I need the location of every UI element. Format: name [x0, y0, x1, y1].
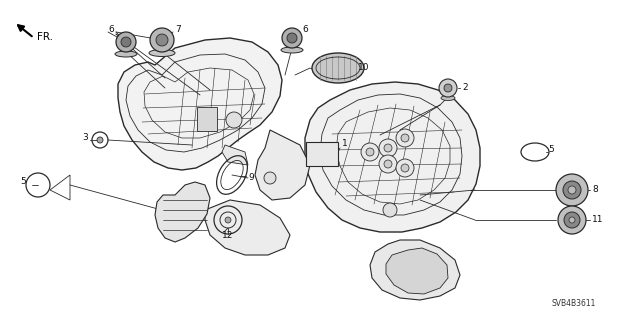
Circle shape: [361, 143, 379, 161]
Circle shape: [226, 112, 242, 128]
Text: 2: 2: [462, 84, 468, 93]
Text: 12: 12: [222, 231, 234, 240]
Ellipse shape: [115, 51, 137, 57]
Text: 1: 1: [342, 138, 348, 147]
Circle shape: [383, 203, 397, 217]
Circle shape: [396, 159, 414, 177]
Text: 5: 5: [548, 145, 554, 154]
FancyBboxPatch shape: [197, 107, 217, 131]
Text: 5: 5: [20, 177, 26, 187]
Text: 6: 6: [302, 26, 308, 34]
Polygon shape: [370, 240, 460, 300]
Circle shape: [384, 160, 392, 168]
Polygon shape: [222, 145, 248, 165]
Text: FR.: FR.: [37, 32, 53, 42]
Circle shape: [282, 28, 302, 48]
Ellipse shape: [441, 95, 455, 100]
Circle shape: [366, 148, 374, 156]
Circle shape: [379, 155, 397, 173]
Text: 8: 8: [592, 186, 598, 195]
Text: 9: 9: [248, 174, 253, 182]
Circle shape: [379, 139, 397, 157]
Circle shape: [121, 37, 131, 47]
Circle shape: [556, 174, 588, 206]
Circle shape: [564, 212, 580, 228]
Circle shape: [568, 186, 576, 194]
Ellipse shape: [281, 47, 303, 53]
Circle shape: [225, 217, 231, 223]
Text: 3: 3: [82, 133, 88, 143]
Circle shape: [264, 172, 276, 184]
Polygon shape: [118, 38, 282, 170]
Circle shape: [401, 134, 409, 142]
Circle shape: [444, 84, 452, 92]
Text: 10: 10: [358, 63, 369, 72]
Circle shape: [287, 33, 297, 43]
Text: 6: 6: [108, 26, 114, 34]
Circle shape: [563, 181, 581, 199]
Circle shape: [116, 32, 136, 52]
Circle shape: [150, 28, 174, 52]
Text: 7: 7: [175, 26, 180, 34]
Circle shape: [384, 144, 392, 152]
Circle shape: [569, 217, 575, 223]
Polygon shape: [386, 248, 448, 294]
Ellipse shape: [312, 53, 364, 83]
Circle shape: [439, 79, 457, 97]
Circle shape: [396, 129, 414, 147]
Circle shape: [97, 137, 103, 143]
FancyBboxPatch shape: [306, 142, 338, 166]
Circle shape: [156, 34, 168, 46]
Ellipse shape: [149, 49, 175, 56]
Text: 11: 11: [592, 216, 604, 225]
Polygon shape: [255, 130, 310, 200]
Circle shape: [558, 206, 586, 234]
Circle shape: [401, 164, 409, 172]
Text: SVB4B3611: SVB4B3611: [552, 299, 596, 308]
Polygon shape: [155, 182, 210, 242]
Polygon shape: [305, 82, 480, 232]
Polygon shape: [205, 200, 290, 255]
